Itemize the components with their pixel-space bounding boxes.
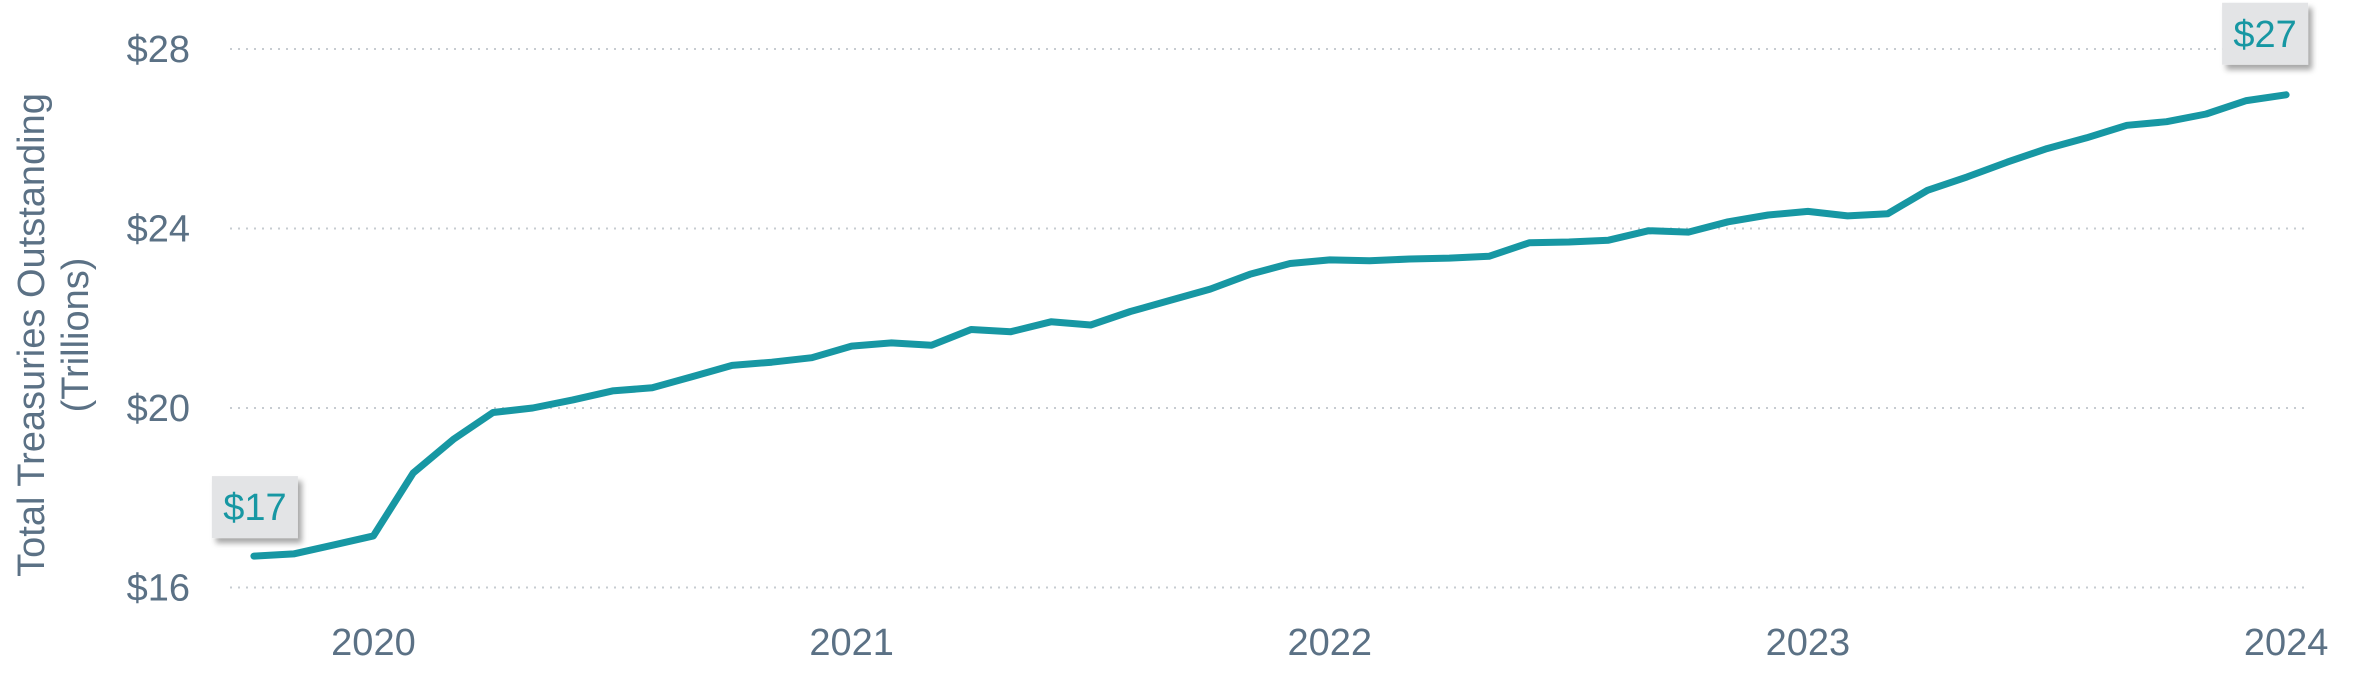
x-tick-label: 2024 xyxy=(2244,622,2329,664)
y-axis-title-line: Total Treasuries Outstanding xyxy=(11,93,53,577)
x-tick-label: 2022 xyxy=(1287,622,1372,664)
callout-start: $17 xyxy=(211,476,298,539)
callout-box xyxy=(2222,2,2309,65)
x-tick-label: 2023 xyxy=(1766,622,1851,664)
x-tick-label: 2021 xyxy=(809,622,894,664)
y-axis-label: Total Treasuries Outstanding(Trillions) xyxy=(11,93,97,577)
treasuries-series-line xyxy=(250,91,2290,560)
y-tick-label: $24 xyxy=(127,208,190,250)
gridlines xyxy=(230,47,2310,589)
y-tick-label: $20 xyxy=(127,388,190,430)
y-tick-label: $16 xyxy=(127,568,190,610)
y-axis-ticks: $16 $20 $24 $28 xyxy=(127,29,190,610)
series-layer xyxy=(250,91,2290,560)
x-tick-label: 2020 xyxy=(331,622,416,664)
y-tick-label: $28 xyxy=(127,29,190,71)
annotations: $17 $27 xyxy=(211,2,2309,539)
callout-end: $27 xyxy=(2222,2,2309,65)
callout-label: $27 xyxy=(2233,14,2296,56)
y-axis-title: Total Treasuries Outstanding(Trillions) xyxy=(11,93,97,577)
y-axis-title-line: (Trillions) xyxy=(55,258,97,413)
x-axis-ticks: 2020 2021 2022 2023 2024 xyxy=(331,622,2328,664)
callout-label: $17 xyxy=(223,487,286,529)
callout-box xyxy=(211,476,298,539)
